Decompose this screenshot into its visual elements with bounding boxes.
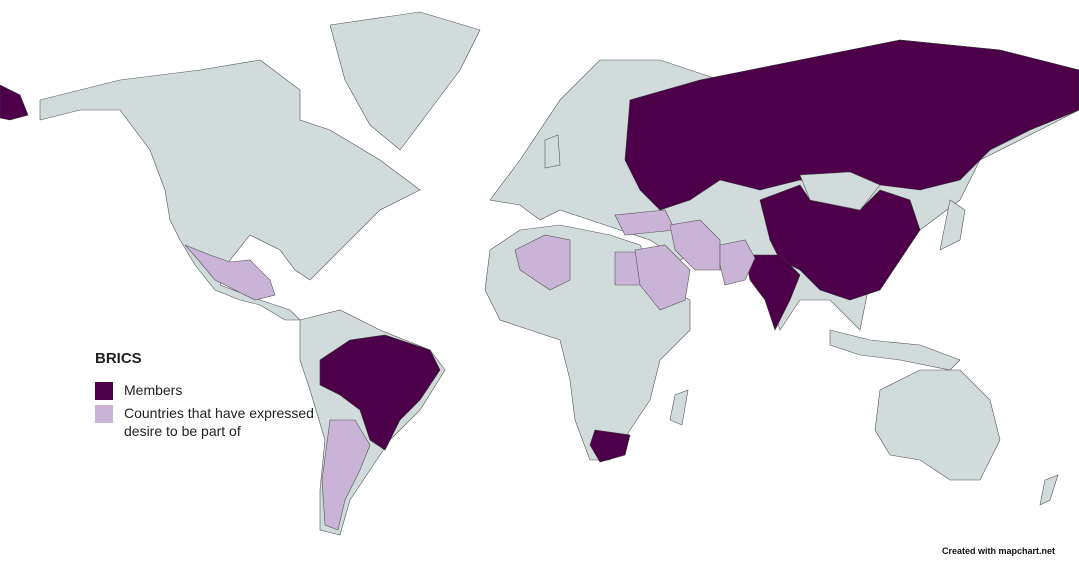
algeria xyxy=(514,234,571,291)
south-africa xyxy=(589,429,631,463)
indonesia xyxy=(829,329,961,371)
pakistan xyxy=(719,239,756,286)
russia xyxy=(624,39,1079,211)
uk xyxy=(544,134,561,169)
saudi-arabia xyxy=(634,244,691,311)
new-zealand xyxy=(1039,474,1059,506)
credit-text: Created with mapchart.net xyxy=(941,546,1055,556)
legend-item-members: Members xyxy=(95,381,345,400)
mongolia xyxy=(799,171,881,211)
india xyxy=(744,254,801,331)
russia-east-wrap xyxy=(0,84,29,121)
iran xyxy=(669,219,721,271)
legend: BRICS Members Countries that have expres… xyxy=(95,350,345,444)
legend-label: Countries that have expressed desire to … xyxy=(124,405,314,439)
legend-title: BRICS xyxy=(95,350,142,367)
legend-label: Members xyxy=(124,382,183,398)
legend-item-desire: Countries that have expressed desire to … xyxy=(95,404,345,440)
argentina xyxy=(321,419,371,531)
australia xyxy=(874,369,1001,481)
greenland xyxy=(329,11,481,151)
legend-swatch xyxy=(95,382,113,400)
japan xyxy=(939,199,966,251)
brazil xyxy=(319,334,441,451)
madagascar xyxy=(669,389,689,426)
mexico xyxy=(184,244,276,301)
legend-swatch xyxy=(95,405,113,423)
